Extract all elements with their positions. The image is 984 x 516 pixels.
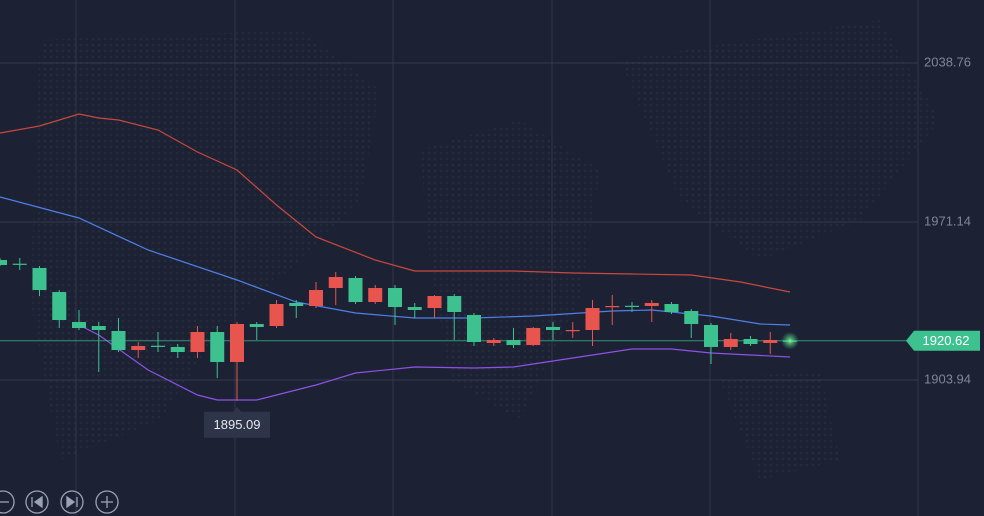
candle-body: [368, 288, 383, 303]
band-line: [0, 196, 791, 326]
candle-body: [210, 332, 225, 362]
candle-body: [546, 326, 560, 331]
candle-body: [565, 330, 580, 332]
y-tick-label: 2038.76: [924, 54, 971, 69]
candle-body: [447, 296, 462, 312]
candle-body: [269, 304, 284, 327]
last-button[interactable]: [60, 490, 84, 514]
first-button[interactable]: [25, 490, 49, 514]
y-tick-label: 1903.94: [924, 371, 971, 386]
candle-body: [249, 324, 264, 327]
band-line: [0, 113, 791, 293]
candle-body: [151, 345, 165, 347]
candle-body: [12, 263, 27, 265]
current-price-label: 1920.62: [923, 333, 970, 348]
candle-body: [664, 304, 679, 312]
candle-body: [388, 288, 402, 308]
candle-body: [170, 346, 185, 352]
candle-body: [704, 325, 718, 347]
y-tick-label: 1971.14: [924, 213, 971, 228]
candle-body: [230, 324, 244, 362]
candle-body: [644, 302, 659, 307]
candle-body: [0, 260, 7, 265]
candle-body: [625, 305, 639, 307]
candle-body: [763, 340, 778, 343]
candle-body: [723, 338, 738, 347]
low-price-label: 1895.09: [214, 417, 261, 432]
candle-body: [111, 330, 126, 350]
candle-body: [467, 315, 481, 343]
world-map: [30, 20, 940, 480]
zoom-in-button[interactable]: [95, 490, 119, 514]
candle-body: [743, 338, 758, 344]
candle-body: [309, 290, 323, 307]
candle-body: [52, 292, 67, 321]
candle-body: [605, 306, 620, 308]
zoom-out-button[interactable]: [0, 490, 15, 514]
low-price-tag: [204, 406, 270, 438]
candle-body: [32, 268, 47, 291]
candle-body: [348, 277, 363, 303]
candle-body: [684, 311, 699, 325]
candle-body: [585, 308, 600, 331]
current-glow: [781, 331, 799, 350]
candle-body: [91, 326, 106, 331]
candle-body: [407, 307, 422, 310]
candle-body: [72, 322, 86, 329]
candle-body: [427, 296, 442, 309]
band-line: [78, 324, 791, 401]
candle-body: [131, 345, 146, 350]
candle-body: [328, 277, 343, 289]
candle-body: [289, 302, 304, 307]
candle-body: [506, 340, 521, 345]
current-price-tag: [906, 330, 980, 351]
candle-body: [486, 340, 501, 343]
candle-body: [190, 332, 205, 352]
candle-body: [526, 328, 541, 345]
